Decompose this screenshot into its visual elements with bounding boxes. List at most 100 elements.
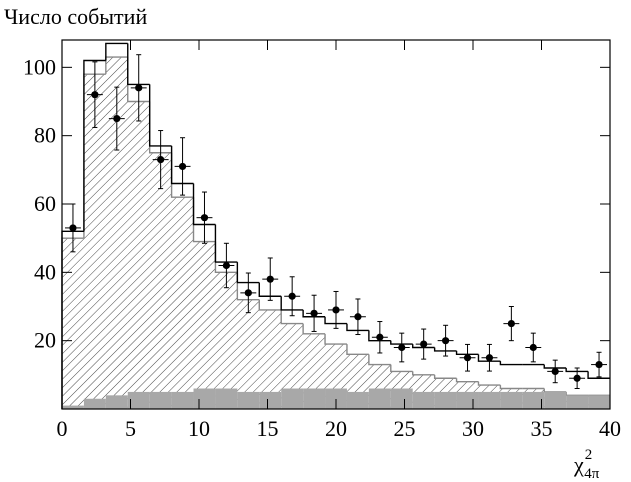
filled-bin: [456, 391, 479, 409]
filled-bin: [522, 391, 545, 409]
filled-bin: [171, 391, 194, 409]
hatched-bin: [105, 57, 128, 409]
filled-bin: [303, 388, 326, 409]
data-point: [595, 360, 603, 369]
data-point: [332, 306, 340, 314]
filled-bin: [566, 395, 589, 409]
filled-bin: [368, 388, 391, 409]
histogram-step: [346, 344, 369, 356]
hatched-bin: [149, 152, 172, 409]
y-tick-label: 80: [34, 123, 56, 148]
histogram-step: [280, 309, 304, 325]
histogram-step: [565, 368, 589, 373]
histogram-step: [170, 145, 194, 185]
histogram-step: [214, 224, 238, 263]
x-tick-label: 0: [57, 416, 68, 441]
data-point: [463, 354, 472, 362]
filled-bin: [83, 398, 106, 409]
histogram-step: [433, 374, 457, 379]
histogram-step: [368, 330, 391, 342]
histogram-step: [499, 385, 523, 390]
histogram-step: [302, 309, 326, 318]
hatched-bin: [259, 309, 282, 409]
y-axis-label: Число событий: [4, 4, 147, 29]
histogram-step: [543, 364, 567, 369]
histogram-step: [565, 391, 589, 397]
y-tick-label: 60: [34, 191, 56, 216]
histogram-step: [499, 361, 523, 366]
histogram-step: [455, 350, 479, 356]
data-point: [288, 292, 296, 300]
hatched-bin: [83, 74, 106, 410]
filled-bin: [105, 395, 128, 409]
filled-bin: [588, 395, 610, 409]
data-point: [398, 343, 406, 352]
histogram-step: [280, 296, 304, 311]
histogram-step: [412, 344, 435, 349]
data-point: [266, 275, 274, 283]
hatched-bin: [171, 197, 194, 409]
filled-bin: [259, 391, 282, 409]
data-point: [91, 91, 99, 99]
x-tick-label: 5: [125, 416, 136, 441]
x-tick-label: 35: [531, 416, 553, 441]
hatched-bin: [215, 272, 238, 409]
histogram-step: [543, 388, 567, 393]
filled-bin: [62, 405, 84, 409]
y-tick-label: 100: [23, 54, 56, 79]
data-point: [113, 114, 121, 123]
data-point: [573, 374, 581, 382]
filled-bin: [325, 388, 347, 409]
x-tick-label: 40: [599, 416, 621, 441]
data-point: [376, 333, 384, 341]
data-point: [354, 313, 362, 321]
histogram-step: [83, 59, 106, 232]
filled-bin: [281, 388, 304, 409]
x-label-sup: 2: [585, 447, 593, 463]
histogram-step: [127, 43, 150, 86]
histogram-step: [346, 323, 369, 332]
data-point: [529, 343, 537, 352]
histogram-step: [390, 364, 413, 373]
x-tick-label: 30: [462, 416, 484, 441]
filled-bin: [544, 391, 567, 409]
hatched-bin: [193, 241, 216, 409]
filled-bin: [412, 391, 435, 409]
histogram-step: [324, 333, 347, 345]
x-axis-label: χ2 4π: [573, 447, 600, 482]
data-point: [485, 354, 494, 362]
hatched-bin: [127, 101, 150, 409]
hatched-bin: [281, 323, 304, 409]
data-point: [200, 214, 209, 222]
data-point: [442, 337, 450, 345]
x-tick-label: 15: [257, 416, 279, 441]
histogram-step: [477, 354, 501, 362]
data-point: [420, 340, 428, 348]
histogram-step: [236, 262, 260, 284]
hatched-bin: [237, 299, 260, 409]
data-point: [178, 162, 187, 171]
histogram-step: [368, 354, 391, 366]
histogram-step: [455, 378, 479, 383]
filled-bin: [149, 391, 172, 409]
x-tick-label: 25: [394, 416, 416, 441]
filled-bin: [390, 388, 413, 409]
histogram-step: [587, 371, 610, 379]
histogram-step: [105, 42, 128, 61]
x-tick-label: 10: [188, 416, 210, 441]
data-point: [157, 155, 165, 164]
filled-bin: [434, 391, 457, 409]
data-point: [69, 224, 77, 232]
data-point: [551, 367, 559, 376]
histogram-step: [477, 381, 501, 386]
filled-bin: [237, 391, 260, 409]
histogram-step: [433, 347, 457, 352]
histogram-step: [258, 299, 282, 311]
data-point: [507, 319, 515, 328]
histogram-step: [258, 282, 282, 297]
filled-bin: [500, 391, 523, 409]
data-point: [222, 261, 230, 270]
hatched-bin: [62, 238, 84, 409]
y-tick-label: 20: [34, 328, 56, 353]
